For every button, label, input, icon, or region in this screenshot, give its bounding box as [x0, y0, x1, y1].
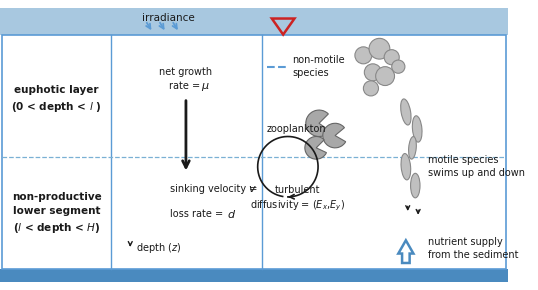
Ellipse shape [412, 116, 422, 142]
Ellipse shape [410, 173, 420, 198]
Circle shape [384, 50, 399, 65]
Circle shape [364, 64, 381, 81]
Circle shape [369, 38, 390, 59]
Text: net growth
rate =: net growth rate = [159, 67, 213, 91]
Wedge shape [305, 137, 327, 159]
Text: motile species
swims up and down: motile species swims up and down [428, 155, 525, 178]
Text: $v$: $v$ [248, 184, 257, 194]
Text: sinking velocity =: sinking velocity = [170, 184, 260, 194]
Text: zooplankton: zooplankton [267, 124, 327, 134]
Bar [0, 35, 508, 269]
Text: non-productive
lower segment
($l$ < depth < $H$): non-productive lower segment ($l$ < dept… [12, 192, 102, 235]
Text: $\mu$: $\mu$ [201, 81, 210, 93]
Circle shape [355, 47, 372, 64]
Ellipse shape [408, 137, 416, 159]
Text: loss rate =: loss rate = [170, 209, 226, 219]
Text: non-motile
species: non-motile species [293, 55, 345, 78]
Text: irradiance: irradiance [141, 12, 194, 23]
Text: $d$: $d$ [226, 208, 236, 220]
Text: euphotic layer
(0 < depth < $l$ ): euphotic layer (0 < depth < $l$ ) [11, 85, 102, 114]
Text: turbulent
diffusivity = ($E_x$,$E_y$): turbulent diffusivity = ($E_x$,$E_y$) [250, 185, 345, 213]
Ellipse shape [401, 153, 410, 180]
Circle shape [376, 67, 394, 86]
Wedge shape [323, 123, 346, 148]
Bar [2, 35, 506, 269]
Text: depth ($z$): depth ($z$) [136, 241, 181, 255]
Wedge shape [306, 110, 330, 137]
Bar [0, 8, 508, 35]
Circle shape [392, 60, 405, 73]
Ellipse shape [401, 99, 411, 125]
Polygon shape [398, 240, 413, 263]
Circle shape [363, 81, 379, 96]
Bar [0, 269, 508, 282]
Text: nutrient supply
from the sediment: nutrient supply from the sediment [428, 237, 518, 260]
